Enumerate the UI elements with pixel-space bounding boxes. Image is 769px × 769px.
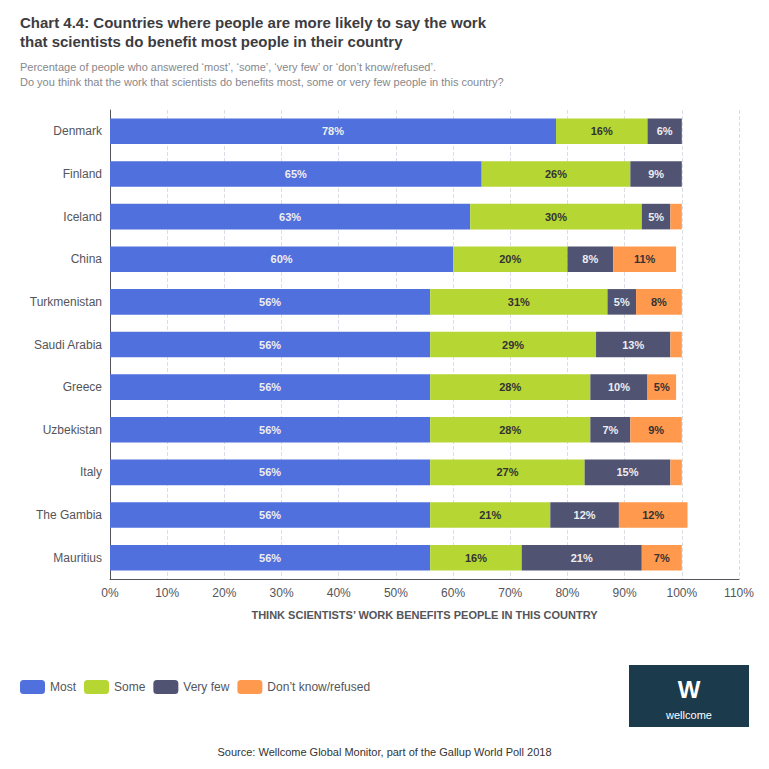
svg-text:8%: 8% — [651, 296, 667, 308]
svg-text:10%: 10% — [608, 381, 630, 393]
svg-text:The Gambia: The Gambia — [36, 508, 102, 522]
svg-text:7%: 7% — [654, 552, 670, 564]
svg-text:56%: 56% — [259, 424, 281, 436]
svg-text:56%: 56% — [259, 381, 281, 393]
svg-text:Turkmenistan: Turkmenistan — [30, 295, 102, 309]
svg-text:28%: 28% — [499, 381, 521, 393]
svg-text:15%: 15% — [616, 466, 638, 478]
svg-text:65%: 65% — [285, 168, 307, 180]
svg-text:6%: 6% — [657, 125, 673, 137]
svg-text:5%: 5% — [654, 381, 670, 393]
svg-text:Some: Some — [114, 680, 146, 694]
svg-text:56%: 56% — [259, 466, 281, 478]
svg-text:Iceland: Iceland — [63, 210, 102, 224]
svg-text:50%: 50% — [384, 586, 408, 600]
svg-text:40%: 40% — [327, 586, 351, 600]
svg-text:THINK SCIENTISTS’ WORK BENEFIT: THINK SCIENTISTS’ WORK BENEFITS PEOPLE I… — [251, 609, 598, 621]
svg-text:78%: 78% — [322, 125, 344, 137]
svg-text:Uzbekistan: Uzbekistan — [43, 423, 102, 437]
svg-text:30%: 30% — [270, 586, 294, 600]
svg-text:16%: 16% — [591, 125, 613, 137]
svg-text:9%: 9% — [648, 424, 664, 436]
svg-text:56%: 56% — [259, 552, 281, 564]
svg-text:12%: 12% — [642, 509, 664, 521]
svg-text:90%: 90% — [613, 586, 637, 600]
svg-text:56%: 56% — [259, 509, 281, 521]
svg-text:20%: 20% — [212, 586, 236, 600]
svg-text:7%: 7% — [602, 424, 618, 436]
svg-text:28%: 28% — [499, 424, 521, 436]
svg-text:Chart 4.4: Countries where peo: Chart 4.4: Countries where people are mo… — [20, 14, 487, 31]
svg-text:8%: 8% — [582, 253, 598, 265]
svg-text:Finland: Finland — [63, 167, 102, 181]
svg-text:21%: 21% — [571, 552, 593, 564]
svg-text:Don’t know/refused: Don’t know/refused — [267, 680, 370, 694]
svg-text:30%: 30% — [545, 211, 567, 223]
svg-text:63%: 63% — [279, 211, 301, 223]
svg-text:Saudi Arabia: Saudi Arabia — [34, 338, 102, 352]
svg-text:5%: 5% — [648, 211, 664, 223]
svg-text:29%: 29% — [502, 339, 524, 351]
svg-text:Greece: Greece — [63, 380, 103, 394]
svg-text:10%: 10% — [155, 586, 179, 600]
svg-text:60%: 60% — [271, 253, 293, 265]
svg-text:Percentage of people who answe: Percentage of people who answered ‘most’… — [20, 61, 436, 73]
svg-text:12%: 12% — [574, 509, 596, 521]
svg-text:Italy: Italy — [80, 465, 102, 479]
svg-text:60%: 60% — [441, 586, 465, 600]
svg-text:56%: 56% — [259, 296, 281, 308]
svg-text:56%: 56% — [259, 339, 281, 351]
svg-text:20%: 20% — [499, 253, 521, 265]
svg-text:70%: 70% — [498, 586, 522, 600]
svg-text:13%: 13% — [622, 339, 644, 351]
svg-text:wellcome: wellcome — [665, 709, 712, 721]
svg-text:26%: 26% — [545, 168, 567, 180]
svg-text:Mauritius: Mauritius — [53, 551, 102, 565]
svg-text:31%: 31% — [508, 296, 530, 308]
svg-text:21%: 21% — [479, 509, 501, 521]
svg-text:Most: Most — [50, 680, 77, 694]
svg-text:Denmark: Denmark — [53, 124, 103, 138]
svg-text:110%: 110% — [724, 586, 754, 600]
svg-text:Very few: Very few — [183, 680, 229, 694]
svg-text:0%: 0% — [101, 586, 119, 600]
svg-text:W: W — [678, 676, 701, 703]
svg-text:9%: 9% — [648, 168, 664, 180]
svg-text:that scientists do benefit mos: that scientists do benefit most people i… — [20, 33, 403, 50]
svg-text:11%: 11% — [634, 253, 656, 265]
svg-text:Do you think that the work tha: Do you think that the work that scientis… — [20, 76, 504, 88]
svg-text:Source: Wellcome Global Monito: Source: Wellcome Global Monitor, part of… — [217, 746, 551, 758]
svg-text:16%: 16% — [465, 552, 487, 564]
svg-text:China: China — [71, 252, 103, 266]
svg-text:5%: 5% — [614, 296, 630, 308]
svg-text:27%: 27% — [496, 466, 518, 478]
svg-text:100%: 100% — [666, 586, 697, 600]
svg-text:80%: 80% — [555, 586, 579, 600]
